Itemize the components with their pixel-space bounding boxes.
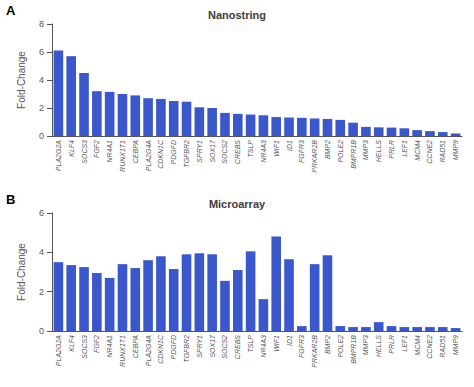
svg-text:TSLP: TSLP: [247, 335, 254, 353]
svg-text:MCM4: MCM4: [414, 335, 421, 356]
svg-text:PRLR: PRLR: [388, 140, 395, 159]
svg-text:2: 2: [39, 103, 44, 113]
svg-text:PRLR: PRLR: [388, 335, 395, 354]
svg-text:KLF4: KLF4: [68, 335, 75, 352]
svg-text:PDGFD: PDGFD: [170, 140, 177, 165]
svg-text:PLA2G2A: PLA2G2A: [55, 140, 62, 171]
svg-text:NR4A3: NR4A3: [260, 140, 267, 163]
svg-text:WIF1: WIF1: [273, 335, 280, 352]
svg-text:CCNE2: CCNE2: [426, 140, 433, 164]
svg-text:NR4A3: NR4A3: [260, 335, 267, 358]
svg-text:ID1: ID1: [286, 140, 293, 151]
svg-text:4: 4: [39, 75, 44, 85]
svg-text:CCNE2: CCNE2: [426, 335, 433, 359]
svg-text:PLA2G2A: PLA2G2A: [55, 335, 62, 366]
svg-text:MMP3: MMP3: [362, 335, 369, 355]
svg-text:FGF2: FGF2: [93, 140, 100, 158]
svg-text:SOCS3: SOCS3: [81, 335, 88, 359]
svg-text:SOCS3: SOCS3: [81, 140, 88, 164]
svg-text:POLE2: POLE2: [337, 140, 344, 163]
svg-text:A: A: [6, 3, 16, 18]
svg-text:CEBPA: CEBPA: [132, 140, 139, 164]
svg-text:BMPR1B: BMPR1B: [350, 335, 357, 364]
svg-text:PDGFD: PDGFD: [170, 335, 177, 360]
svg-text:NR4A1: NR4A1: [106, 335, 113, 358]
svg-text:B: B: [6, 192, 15, 207]
svg-text:Fold-Change: Fold-Change: [16, 243, 27, 301]
svg-text:PRKAR2B: PRKAR2B: [311, 140, 318, 173]
svg-text:0: 0: [39, 326, 44, 336]
svg-text:RAD51: RAD51: [439, 335, 446, 358]
svg-text:HELLS: HELLS: [375, 140, 382, 163]
svg-text:4: 4: [39, 247, 44, 257]
svg-text:TGFBR2: TGFBR2: [183, 335, 190, 363]
svg-text:SOX17: SOX17: [209, 139, 216, 163]
svg-text:6: 6: [39, 208, 44, 218]
svg-text:CEBPA: CEBPA: [132, 335, 139, 359]
svg-text:CREBS: CREBS: [234, 335, 241, 359]
svg-text:RUNX1T1: RUNX1T1: [119, 140, 126, 172]
svg-text:SOCS2: SOCS2: [221, 335, 228, 359]
svg-text:NR4A1: NR4A1: [106, 140, 113, 163]
svg-text:KLF4: KLF4: [68, 140, 75, 157]
svg-text:2: 2: [39, 287, 44, 297]
svg-text:6: 6: [39, 47, 44, 57]
svg-text:SOCS2: SOCS2: [221, 140, 228, 164]
svg-text:HELLS: HELLS: [375, 335, 382, 358]
svg-text:BMP2: BMP2: [324, 140, 331, 159]
svg-text:Nanostring: Nanostring: [208, 9, 266, 21]
svg-text:TSLP: TSLP: [247, 140, 254, 158]
svg-text:MMP3: MMP3: [362, 140, 369, 160]
svg-text:SPRY1: SPRY1: [196, 140, 203, 163]
svg-text:0: 0: [39, 131, 44, 141]
svg-text:WIF1: WIF1: [273, 140, 280, 157]
svg-text:SPRY1: SPRY1: [196, 335, 203, 358]
svg-text:BMP2: BMP2: [324, 335, 331, 354]
svg-text:LEF1: LEF1: [401, 335, 408, 352]
svg-text:TGFBR2: TGFBR2: [183, 140, 190, 168]
svg-text:LEF1: LEF1: [401, 140, 408, 157]
svg-text:8: 8: [39, 19, 44, 29]
svg-text:CREBS: CREBS: [234, 140, 241, 164]
svg-text:FGF2: FGF2: [93, 335, 100, 353]
svg-text:BMPR1B: BMPR1B: [350, 140, 357, 169]
svg-text:Microarray: Microarray: [209, 198, 266, 210]
svg-text:CDKN1C: CDKN1C: [157, 334, 164, 364]
svg-text:MMP9: MMP9: [452, 335, 459, 355]
svg-text:POLE2: POLE2: [337, 335, 344, 358]
svg-text:ID1: ID1: [286, 335, 293, 346]
svg-text:RAD51: RAD51: [439, 140, 446, 163]
svg-text:Fold-Change: Fold-Change: [16, 51, 27, 109]
svg-text:CDKN1C: CDKN1C: [157, 139, 164, 169]
svg-text:RUNX1T1: RUNX1T1: [119, 335, 126, 367]
svg-text:PLA2G4A: PLA2G4A: [145, 140, 152, 171]
svg-text:MCM4: MCM4: [414, 140, 421, 161]
svg-text:PRKAR2B: PRKAR2B: [311, 335, 318, 368]
svg-text:FGFR3: FGFR3: [298, 335, 305, 358]
svg-text:PLA2G4A: PLA2G4A: [145, 335, 152, 366]
svg-text:MMP9: MMP9: [452, 140, 459, 160]
svg-text:SOX17: SOX17: [209, 334, 216, 358]
svg-text:FGFR3: FGFR3: [298, 140, 305, 163]
